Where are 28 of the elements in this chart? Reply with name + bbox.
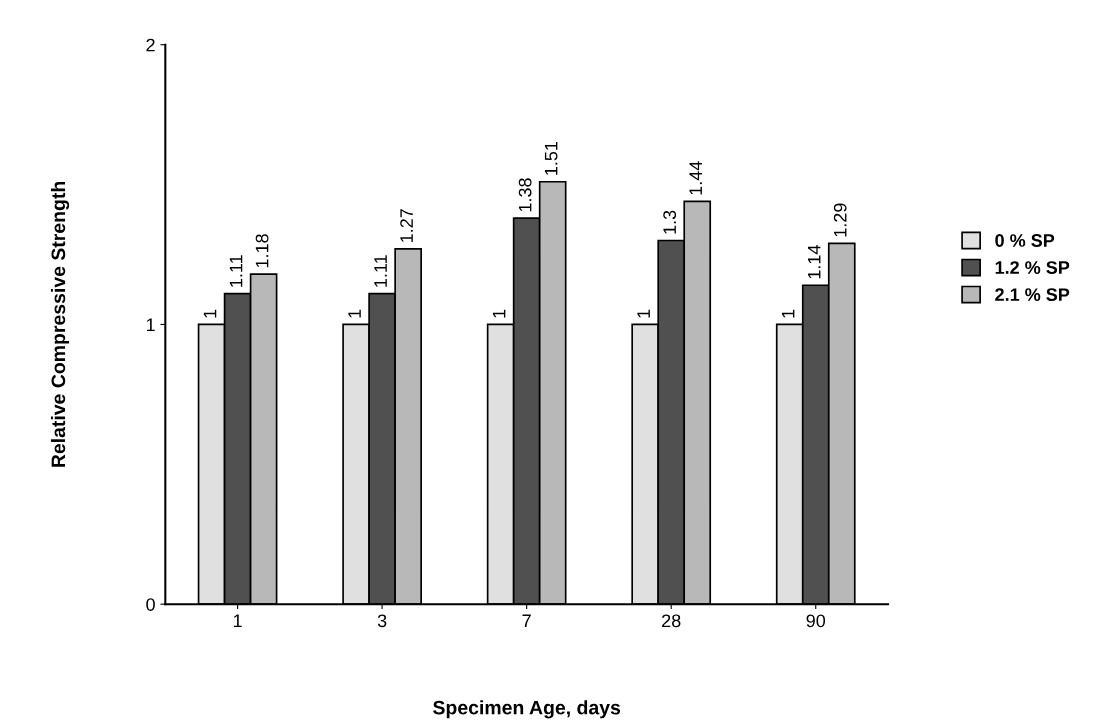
legend-label: 2.1 % SP	[995, 288, 1070, 301]
data-label: 1	[203, 309, 217, 318]
data-label: 1.51	[544, 141, 558, 175]
y-tick-label: 2	[146, 38, 155, 52]
data-label: 1.3	[663, 210, 677, 234]
x-tick-label: 3	[377, 614, 387, 628]
y-tick-label: 0	[146, 598, 155, 611]
data-label: 1.38	[518, 178, 532, 212]
data-label: 1.14	[807, 245, 821, 279]
data-label: 1	[637, 309, 650, 318]
x-tick-label: 7	[522, 614, 531, 627]
data-label: 1	[781, 309, 795, 318]
x-axis-title: Specimen Age, days	[433, 700, 621, 719]
legend-label: 0 % SP	[995, 234, 1055, 247]
x-tick-label: 28	[662, 614, 681, 628]
data-label: 1.44	[689, 161, 702, 195]
x-tick-label: 1	[233, 614, 242, 627]
data-label: 1.27	[400, 209, 413, 242]
y-axis-title: Relative Compressive Strength	[50, 181, 70, 467]
x-tick-label: 90	[806, 614, 826, 628]
data-label: 1.29	[833, 203, 847, 237]
data-label: 1.11	[374, 255, 387, 287]
data-label: 1.11	[229, 255, 243, 287]
y-tick-label: 1	[146, 318, 155, 331]
data-label: 1	[348, 309, 361, 318]
legend-label: 1.2 % SP	[995, 261, 1070, 274]
data-label: 1	[492, 309, 506, 318]
data-label: 1.18	[255, 234, 269, 268]
